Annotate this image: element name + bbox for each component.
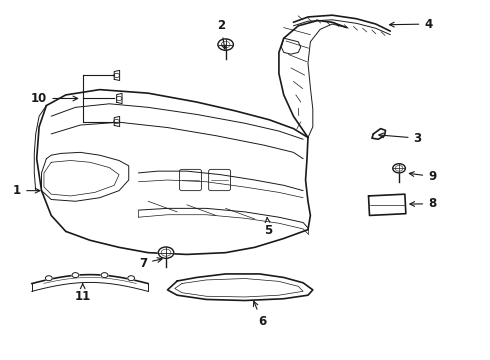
Circle shape — [72, 273, 79, 278]
Circle shape — [128, 276, 135, 281]
Text: 6: 6 — [253, 301, 266, 328]
Circle shape — [393, 164, 405, 173]
Text: 8: 8 — [410, 197, 437, 210]
Text: 10: 10 — [31, 92, 78, 105]
Text: 3: 3 — [379, 132, 422, 145]
Circle shape — [218, 39, 233, 50]
Text: 4: 4 — [390, 18, 433, 31]
Circle shape — [46, 276, 52, 281]
Text: 11: 11 — [74, 284, 91, 303]
Text: 7: 7 — [139, 257, 162, 270]
Circle shape — [101, 273, 108, 278]
Text: 1: 1 — [13, 184, 40, 197]
Circle shape — [158, 247, 174, 258]
Text: 5: 5 — [264, 217, 272, 237]
Text: 2: 2 — [217, 19, 226, 49]
Text: 9: 9 — [409, 170, 437, 183]
